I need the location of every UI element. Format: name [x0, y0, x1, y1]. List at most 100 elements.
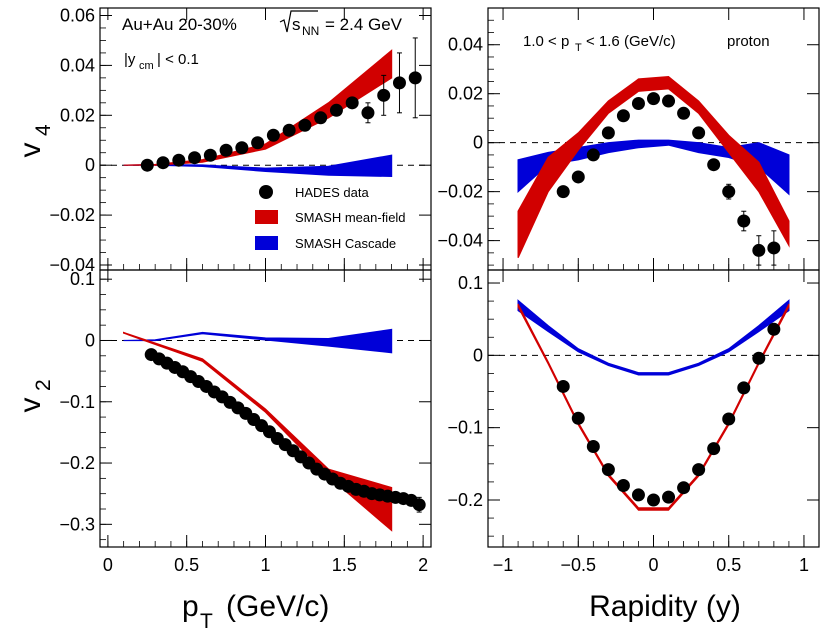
v2_pt-xtick-label: 0.5 — [174, 555, 199, 575]
v2_y-hades-point — [616, 479, 630, 493]
legend-label-cascade: SMASH Cascade — [295, 236, 396, 251]
v2_y-hades-point — [677, 481, 691, 495]
v2_y-hades-point — [722, 412, 736, 426]
sqrt-s-subscript: NN — [302, 24, 319, 38]
v4_pt-hades-point — [314, 111, 328, 125]
v2_y-xtick-label: 0.5 — [716, 555, 741, 575]
v4_y-hades-point — [692, 126, 706, 140]
v4_pt-hades-point — [329, 103, 343, 117]
v2_y-hades-point — [767, 322, 781, 336]
annotation-system: Au+Au 20-30% — [122, 15, 237, 34]
v4_y-hades-point — [737, 214, 751, 228]
xlabel-right: Rapidity (y) — [589, 590, 741, 623]
v4_y-hades-point — [556, 185, 570, 199]
v2_y-ytick-label: 0.1 — [458, 273, 483, 293]
v2_y-hades-point — [647, 493, 660, 507]
v2_pt-smash-cascade-band — [123, 328, 393, 354]
xlabel-left-main: p — [182, 590, 199, 623]
ycm-prefix: |y — [124, 51, 136, 68]
v4_pt-hades-point — [298, 118, 312, 132]
v4_pt-hades-point — [140, 158, 154, 172]
v4_pt-hades-point — [235, 141, 249, 155]
legend-swatch-cascade — [255, 236, 278, 250]
v4_y-ytick-label: 0 — [473, 133, 483, 153]
legend-label-hades: HADES data — [295, 185, 369, 200]
v4_y-hades-point — [752, 243, 766, 257]
panel-v2-vs-rapidity: −0.2 −0.1 0 0.1 −1 −0.5 0 0.5 1 — [447, 269, 820, 575]
v2_y-hades-point — [556, 379, 570, 393]
v2_y-hades-point — [631, 488, 645, 502]
v4_y-hades-point — [677, 106, 691, 120]
v2_y-hades-point — [662, 490, 676, 504]
v2_y-hades-point — [737, 381, 751, 395]
v4_y-hades-point — [571, 170, 585, 184]
annotation-sqrt-s: s NN = 2.4 GeV — [279, 10, 403, 38]
v2_y-hades-point — [601, 463, 615, 477]
v4_y-hades-point — [586, 148, 600, 162]
v4_pt-ytick-label: 0.02 — [60, 105, 95, 125]
v2_y-ytick-label: 0 — [473, 345, 483, 365]
legend-marker-hades — [259, 185, 273, 199]
v4_pt-hades-point — [266, 128, 280, 142]
v2_pt-hades-point — [412, 498, 426, 512]
v4_y-hades-point — [631, 96, 645, 110]
ylabel-bottom-subscript: 2 — [32, 379, 55, 391]
v4_pt-hades-point — [188, 151, 202, 165]
v4_pt-hades-point — [282, 123, 296, 137]
v2_pt-ytick-label: −0.2 — [59, 453, 95, 473]
v4_y-hades-point — [616, 109, 630, 123]
xlabel-left: p T (GeV/c) — [182, 590, 329, 633]
sqrt-s-value: = 2.4 GeV — [325, 15, 403, 34]
v4_y-hades-point — [707, 158, 721, 172]
v2_pt-ytick-label: 0.1 — [70, 269, 95, 289]
v4_y-hades-point — [662, 94, 676, 108]
v4_y-ytick-label: −0.02 — [437, 182, 483, 202]
panel-v4-vs-rapidity: −0.04 −0.02 0 0.02 0.04 — [437, 7, 820, 271]
v4_pt-hades-point — [203, 148, 217, 162]
sqrt-s-label: s — [292, 15, 301, 34]
pt-range-prefix: 1.0 < p — [523, 33, 569, 50]
v4_y-hades-point — [647, 92, 660, 106]
v2_pt-xtick-label: 1.5 — [332, 555, 357, 575]
panel-v2-vs-pt: −0.3 −0.2 −0.1 0 0.1 0 0.5 1 1.5 2 — [59, 269, 432, 575]
v4_pt-hades-point — [156, 156, 170, 170]
v2_y-xtick-label: 1 — [799, 555, 809, 575]
v2_pt-ytick-label: −0.1 — [59, 392, 95, 412]
ycm-subscript: cm — [139, 60, 154, 72]
sqrt-symbol — [279, 10, 318, 33]
v4_pt-ytick-label: 0.06 — [60, 5, 95, 25]
species-label: proton — [727, 33, 770, 50]
v4_pt-ytick-label: 0 — [85, 155, 95, 175]
legend-label-meanfield: SMASH mean-field — [295, 210, 406, 225]
ycm-suffix: | < 0.1 — [157, 51, 199, 68]
v2_pt-xtick-label: 2 — [418, 555, 428, 575]
v4_pt-hades-point — [345, 96, 359, 110]
v2_y-hades-point — [707, 442, 721, 456]
v2_pt-xtick-label: 1 — [260, 555, 270, 575]
annotation-pt-range: 1.0 < p T < 1.6 (GeV/c) proton — [523, 33, 770, 54]
v2_y-hades-point — [692, 463, 706, 477]
v4_pt-hades-point — [172, 153, 186, 167]
v4_pt-ytick-label: −0.04 — [49, 255, 95, 275]
v4_y-hades-point — [601, 126, 615, 140]
v4_y-ytick-label: 0.02 — [448, 84, 483, 104]
ylabel-top-subscript: 4 — [32, 124, 55, 136]
ylabel-top: v 4 — [14, 124, 55, 158]
v2_pt-ytick-label: 0 — [85, 330, 95, 350]
v2_pt-xtick-label: 0 — [103, 555, 113, 575]
v4_pt-ytick-label: −0.02 — [49, 205, 95, 225]
v4_pt-hades-point — [392, 76, 406, 90]
v2_y-ytick-label: −0.2 — [447, 490, 483, 510]
legend: HADES data SMASH mean-field SMASH Cascad… — [255, 185, 406, 251]
v2_y-smash-cascade-band — [517, 299, 790, 376]
v4_pt-hades-point — [361, 106, 375, 120]
ylabel-top-main: v — [14, 143, 47, 158]
v2_y-ytick-label: −0.1 — [447, 418, 483, 438]
v4_pt-hades-point — [408, 71, 422, 85]
v4_pt-frame — [99, 7, 432, 271]
v4_pt-ytick-label: 0.04 — [60, 55, 95, 75]
pt-range-subscript: T — [575, 42, 582, 54]
v4_pt-smash-cascade-band — [123, 154, 393, 178]
v4_y-hades-point — [722, 185, 736, 199]
